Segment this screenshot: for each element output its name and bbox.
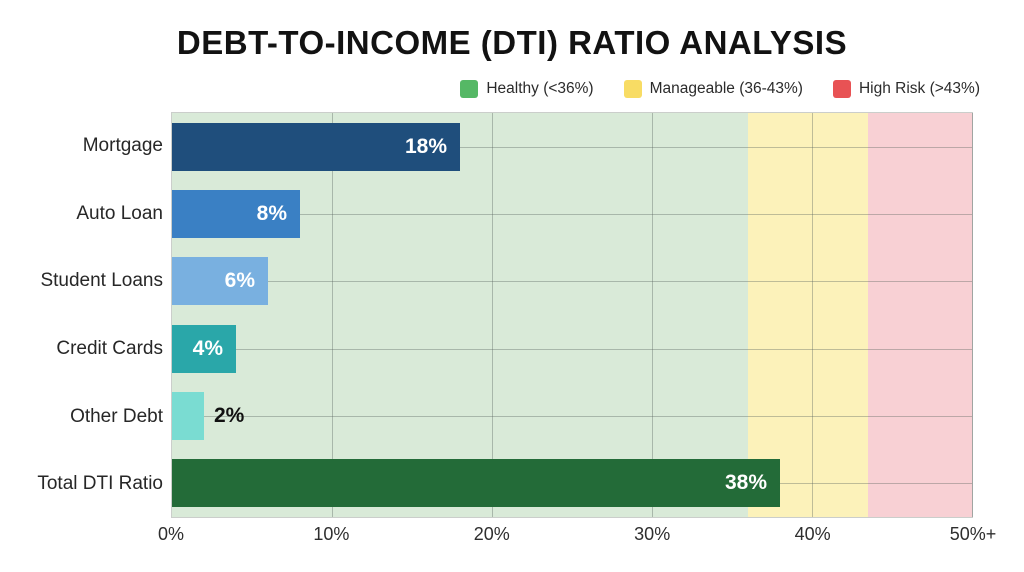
bar-auto-loan: 8% (172, 190, 300, 238)
legend-label: Healthy (<36%) (486, 80, 594, 97)
category-label: Total DTI Ratio (37, 473, 163, 495)
bar-value-label: 2% (214, 404, 245, 427)
legend-swatch-manageable (623, 80, 642, 98)
chart-legend: Healthy (<36%) Manageable (36-43%) High Ri… (460, 80, 980, 98)
risk-zone (868, 113, 972, 517)
x-tick-label: 20% (473, 524, 510, 544)
bar-value-label: 18% (404, 134, 447, 158)
risk-zone (172, 113, 748, 517)
chart-title: DEBT-TO-INCOME (DTI) RATIO ANALYSIS (176, 24, 848, 61)
horizontal-gridline (172, 348, 972, 350)
x-tick-label: 10% (313, 524, 350, 544)
category-label: Other Debt (70, 405, 163, 427)
legend-item-manageable: Manageable (36-43%) (623, 80, 803, 98)
bar-value-label: 38% (724, 471, 767, 495)
x-tick-label: 50%+ (949, 524, 997, 544)
x-tick-label: 40% (794, 524, 831, 544)
bar-total-dti-ratio: 38% (172, 459, 780, 508)
legend-swatch-healthy (460, 80, 479, 98)
bar-credit-cards: 4% (172, 324, 236, 373)
horizontal-gridline (172, 214, 972, 215)
category-label: Student Loans (40, 270, 163, 292)
legend-item-high-risk: High Risk (>43%) (832, 80, 980, 98)
vertical-gridline (332, 113, 333, 517)
horizontal-gridline (172, 146, 972, 148)
plot-area: 18% 8% 6% 4% 2% 38% (171, 112, 973, 518)
vertical-gridline (812, 113, 813, 517)
legend-label: High Risk (>43%) (858, 80, 980, 97)
horizontal-gridline (172, 416, 972, 417)
risk-zone (748, 113, 868, 517)
bar-value-label: 8% (256, 202, 287, 225)
bar-mortgage: 18% (172, 122, 460, 171)
vertical-gridline (652, 113, 653, 517)
bar-student-loans: 6% (172, 257, 268, 306)
x-axis-labels: 0% 10% 20% 30% 40% 50%+ (158, 524, 996, 550)
x-tick-label: 0% (157, 524, 185, 544)
vertical-gridline (972, 113, 973, 517)
bar-value-label: 4% (192, 336, 223, 360)
vertical-gridline (492, 113, 493, 517)
bar-value-label: 6% (224, 269, 255, 293)
bar-other-debt: 2% (172, 392, 244, 440)
category-label: Auto Loan (76, 202, 163, 224)
legend-swatch-high-risk (832, 80, 851, 98)
category-axis-labels: Mortgage Auto Loan Student Loans Credit Car… (0, 112, 163, 518)
legend-label: Manageable (36-43%) (649, 80, 803, 97)
x-tick-label: 30% (634, 524, 671, 544)
category-label: Credit Cards (56, 337, 163, 359)
legend-item-healthy: Healthy (<36%) (460, 80, 594, 98)
category-label: Mortgage (82, 134, 163, 156)
horizontal-gridline (172, 281, 972, 283)
